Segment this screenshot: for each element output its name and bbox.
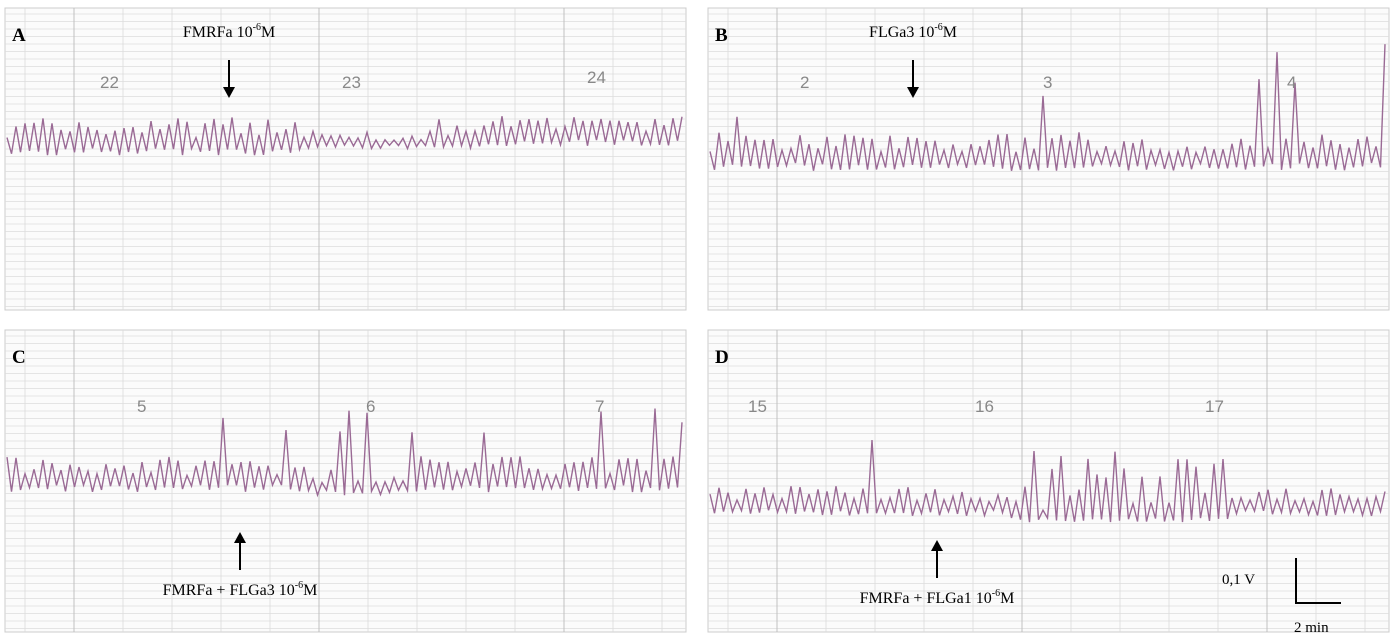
chart-paper (4, 7, 687, 311)
paper-number: 5 (137, 397, 146, 416)
scale-label-v: 0,1 V (1222, 572, 1255, 588)
paper-number: 7 (595, 397, 604, 416)
annotation: FMRFa 10-6M (183, 22, 275, 41)
annotation: FMRFa + FLGa3 10-6M (163, 580, 318, 599)
panel: C 5 6 7 FMRFa + FLGa3 10-6M (4, 329, 687, 633)
annotation-sup: -6 (295, 580, 303, 591)
paper-number: 23 (342, 73, 361, 92)
arrow-head (907, 87, 919, 98)
arrow-head (223, 87, 235, 98)
annotation-sup: -6 (253, 22, 261, 33)
trace (709, 439, 1386, 523)
annotation-unit: M (261, 24, 275, 41)
annotation-text: FMRFa 10 (183, 24, 253, 41)
panel: D 15 16 17 FMRFa + FLGa1 10-6M (707, 329, 1390, 633)
paper-number: 4 (1287, 73, 1296, 92)
panel-letter: A (12, 25, 26, 46)
trace (6, 408, 683, 498)
arrow-head (234, 532, 246, 543)
annotation-unit: M (1000, 590, 1014, 607)
trace (709, 44, 1386, 171)
paper-number: 16 (975, 397, 994, 416)
paper-number: 15 (748, 397, 767, 416)
annotation-text: FMRFa + FLGa1 10 (860, 590, 992, 607)
arrow-head (931, 540, 943, 551)
annotation: FMRFa + FLGa1 10-6M (860, 588, 1015, 607)
annotation: FLGa3 10-6M (869, 22, 957, 41)
annotation-sup: -6 (934, 22, 942, 33)
annotation-sup: -6 (992, 588, 1000, 599)
paper-number: 3 (1043, 73, 1052, 92)
scale-label-h: 2 min (1294, 620, 1329, 636)
paper-number: 17 (1205, 397, 1224, 416)
panel: A 22 23 24 FMRFa 10-6M (4, 7, 687, 311)
panel-letter: C (12, 347, 26, 368)
paper-number: 6 (366, 397, 375, 416)
panel-letter: D (715, 347, 729, 368)
panel-letter: B (715, 25, 728, 46)
panel: B 2 3 4 FLGa3 10-6M (707, 7, 1390, 311)
chart-paper (707, 329, 1390, 633)
paper-number: 2 (800, 73, 809, 92)
annotation-unit: M (303, 582, 317, 599)
trace (6, 116, 683, 156)
paper-number: 24 (587, 68, 606, 87)
annotation-text: FMRFa + FLGa3 10 (163, 582, 295, 599)
annotation-text: FLGa3 10 (869, 24, 934, 41)
annotation-unit: M (943, 24, 957, 41)
paper-number: 22 (100, 73, 119, 92)
